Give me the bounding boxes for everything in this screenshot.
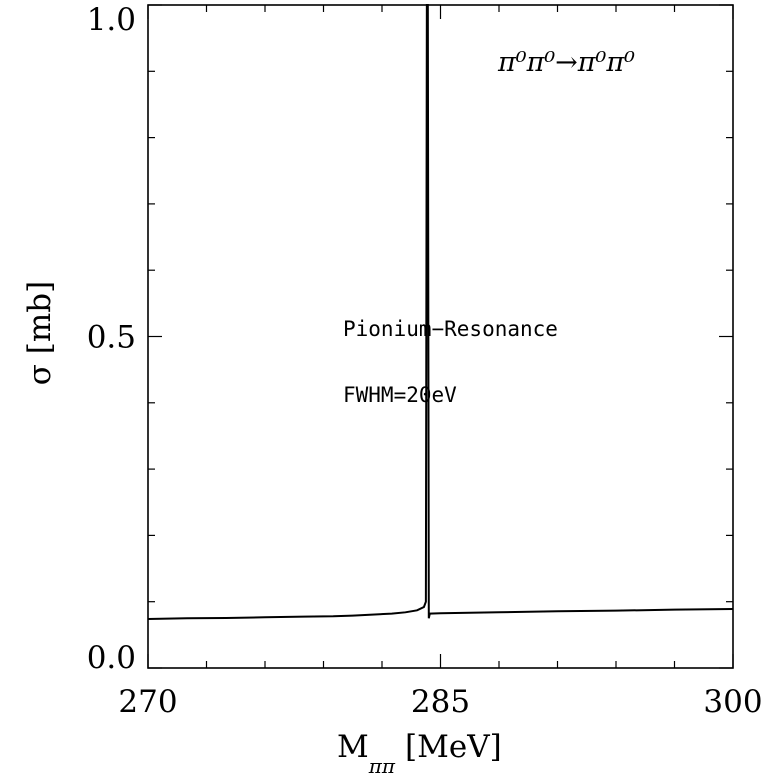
x-axis-title: Mππ [MeV] [337,729,502,778]
cross-section-line [147,4,734,620]
x-tick-label: 285 [411,684,470,720]
x-tick-label: 270 [118,684,177,720]
plot-frame [147,4,734,669]
tick-labels: 270 285 300 0.0 0.5 1.0 [87,2,763,720]
y-tick-label: 1.0 [87,2,136,38]
x-axis-title-main: M [337,729,369,765]
y-tick-label: 0.0 [87,640,136,676]
reaction-label: π⁰π⁰→π⁰π⁰ [497,47,635,78]
x-axis-title-unit: [MeV] [405,729,502,765]
y-axis-title: σ [mb] [22,281,58,385]
fwhm-label: FWHM=20eV [343,383,457,407]
y-tick-label: 0.5 [87,320,136,356]
resonance-label: Pionium−Resonance [343,317,558,341]
x-axis-title-subscript: ππ [368,754,396,778]
x-tick-label: 300 [703,684,762,720]
minor-ticks [148,5,733,668]
